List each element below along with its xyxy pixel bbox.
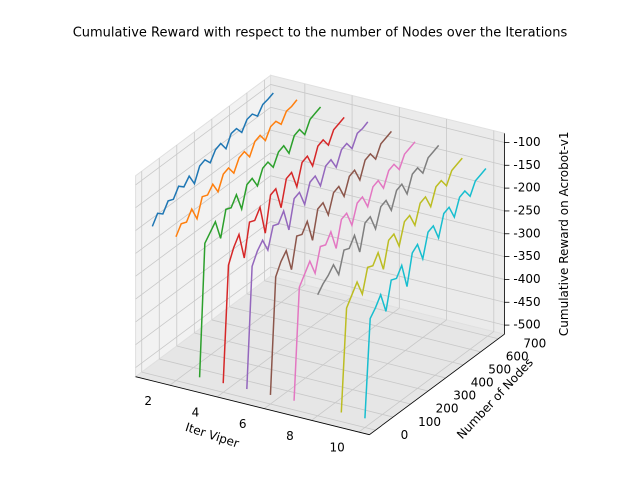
- grid-line: [211, 319, 446, 379]
- y-tick-label: 0: [401, 428, 409, 442]
- grid-line: [135, 106, 271, 209]
- series-line: [293, 141, 416, 401]
- z-tick-label: -100: [513, 135, 540, 149]
- grid-line: [135, 152, 271, 254]
- x-tick-label: 8: [286, 429, 294, 443]
- grid-line: [135, 198, 271, 300]
- grid-line: [169, 284, 306, 386]
- grid-line: [358, 331, 495, 433]
- grid-line: [270, 129, 505, 189]
- y-tick-label: 700: [523, 337, 546, 351]
- z-tick-label: -150: [513, 158, 540, 172]
- chart-title: Cumulative Reward with respect to the nu…: [73, 26, 568, 41]
- grid-line: [176, 345, 411, 405]
- x-axis-label: Iter Viper: [184, 420, 241, 451]
- grid-line: [264, 307, 400, 409]
- grid-line: [135, 175, 271, 277]
- x-axis-line: [135, 376, 370, 436]
- z-tick-label: -400: [513, 272, 540, 286]
- series-line: [269, 130, 392, 395]
- x-tick-label: 6: [239, 417, 247, 431]
- series-line: [246, 121, 369, 390]
- grid-line: [270, 266, 505, 326]
- grid-line: [141, 371, 376, 431]
- y-axis-line: [369, 333, 505, 436]
- y-tick-label: 300: [453, 389, 476, 403]
- series-line: [317, 144, 440, 296]
- series-line: [175, 99, 298, 238]
- x-tick-label: 10: [330, 441, 345, 455]
- series-line: [222, 116, 345, 384]
- y-tick-label: 500: [488, 363, 511, 377]
- y-tick-label: 100: [418, 415, 441, 429]
- z-tick-label: -250: [513, 203, 540, 217]
- series-line: [151, 92, 274, 227]
- grid-line: [229, 306, 464, 366]
- series-line: [340, 157, 463, 413]
- y-tick-label: 600: [506, 350, 529, 364]
- grid-line: [135, 266, 271, 368]
- y-tick-label: 400: [471, 376, 494, 390]
- z-axis-label: Cumulative Reward on Acrobot-v1: [557, 131, 571, 336]
- y-tick-label: 200: [436, 402, 459, 416]
- z-tick-label: -450: [513, 295, 540, 309]
- series-line: [364, 168, 487, 419]
- grid-line: [216, 296, 353, 398]
- x-tick-label: 2: [144, 394, 152, 408]
- x-tick-label: 4: [192, 405, 200, 419]
- z-tick-label: -500: [513, 318, 540, 332]
- z-tick-label: -350: [513, 249, 540, 263]
- series-line: [198, 106, 322, 378]
- grid-line: [264, 280, 499, 340]
- grid-line: [270, 198, 505, 257]
- grid-line: [194, 332, 429, 392]
- z-tick-label: -300: [513, 226, 540, 240]
- grid-line: [135, 84, 271, 186]
- z-tick-label: -200: [513, 181, 540, 195]
- grid-line: [311, 319, 447, 421]
- grid-line: [270, 152, 505, 212]
- grid-line: [159, 358, 394, 418]
- grid-line: [270, 243, 505, 303]
- grid-line: [246, 293, 481, 353]
- grid-line: [270, 84, 505, 143]
